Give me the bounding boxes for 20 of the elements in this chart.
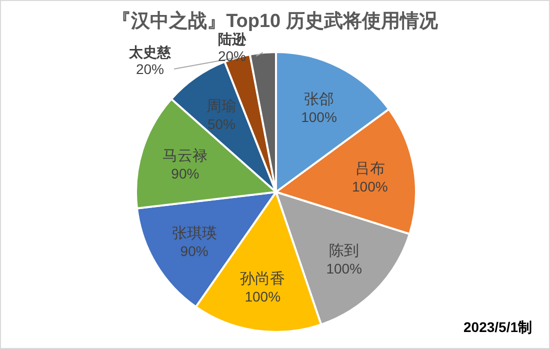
- slice-label: 马云禄: [162, 147, 208, 164]
- slice-label: 张郃: [304, 91, 334, 108]
- data-label: 50%: [207, 116, 236, 132]
- slice-label: 陆逊: [218, 31, 247, 47]
- text: 2023/5/1制: [464, 319, 532, 335]
- data-label: 100%: [301, 109, 337, 126]
- slice-label: 周瑜: [206, 98, 236, 115]
- slice-label: 孙尚香: [240, 270, 286, 288]
- slice-label: 太史慈: [128, 44, 172, 60]
- data-label: 90%: [171, 165, 200, 182]
- data-label: 20%: [218, 48, 246, 64]
- data-label: 20%: [136, 61, 164, 77]
- data-label: 100%: [244, 288, 281, 304]
- title: 『汉中之战』Top10 历史武将使用情况: [112, 11, 438, 32]
- data-label: 100%: [352, 178, 388, 194]
- data-label: 90%: [180, 242, 208, 259]
- slice-label: 吕布: [354, 160, 385, 178]
- slice-label: 张琪瑛: [172, 224, 217, 242]
- slice-label: 陈到: [329, 242, 360, 260]
- data-label: 100%: [326, 260, 362, 277]
